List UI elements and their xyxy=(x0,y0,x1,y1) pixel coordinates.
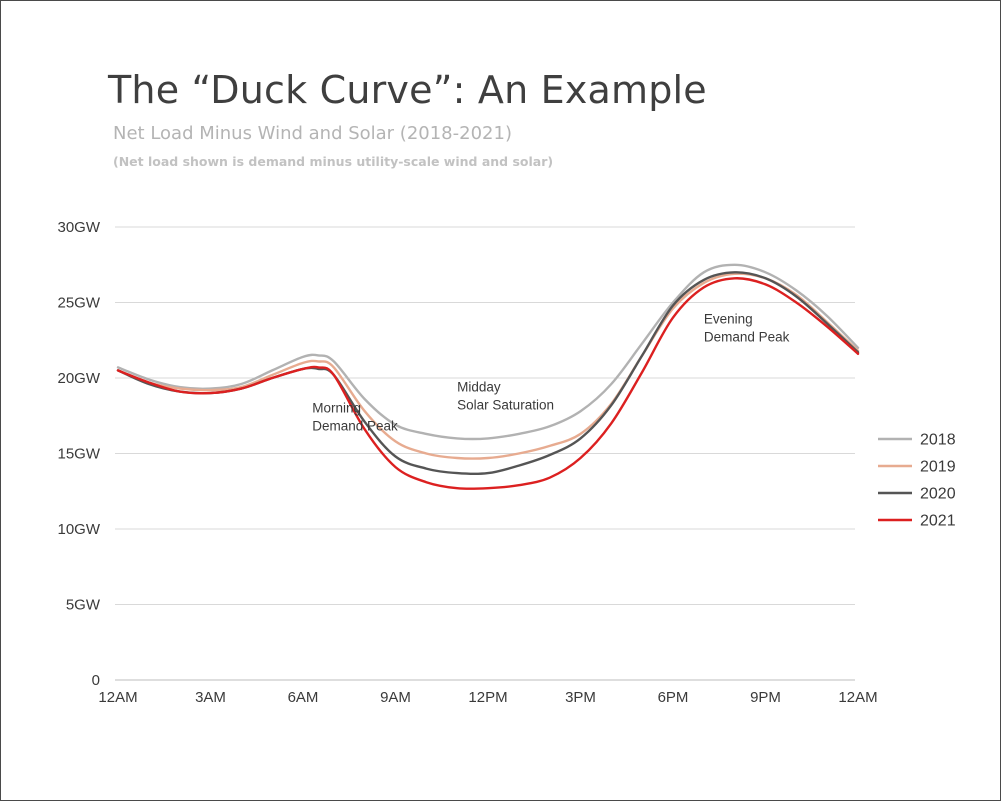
x-tick-label: 9AM xyxy=(380,689,411,706)
annotation-line: Demand Peak xyxy=(312,419,398,434)
x-tick-label: 6AM xyxy=(288,689,319,706)
y-tick-label: 20GW xyxy=(57,370,100,387)
legend-label-2018: 2018 xyxy=(920,432,956,449)
annotation-label: Evening Demand Peak xyxy=(704,312,790,345)
x-tick-label: 12AM xyxy=(98,689,137,706)
annotation-line: Solar Saturation xyxy=(457,398,554,413)
annotation-line: Demand Peak xyxy=(704,330,790,345)
y-tick-label: 25GW xyxy=(57,295,100,312)
x-tick-label: 12PM xyxy=(468,689,507,706)
chart-subtitle: Net Load Minus Wind and Solar (2018-2021… xyxy=(113,123,512,144)
y-tick-label: 30GW xyxy=(57,219,100,236)
annotation-label: Morning Demand Peak xyxy=(312,401,398,434)
x-tick-label: 12AM xyxy=(838,689,877,706)
y-tick-label: 15GW xyxy=(57,446,100,463)
chart-note: (Net load shown is demand minus utility-… xyxy=(113,154,554,169)
y-tick-label: 10GW xyxy=(57,521,100,538)
annotation-label: Midday Solar Saturation xyxy=(457,380,554,413)
x-tick-label: 3PM xyxy=(565,689,596,706)
y-tick-label: 0 xyxy=(92,672,100,689)
x-tick-label: 3AM xyxy=(195,689,226,706)
series-line-2018 xyxy=(116,263,860,441)
annotation-line: Morning xyxy=(312,401,361,416)
annotation-line: Evening xyxy=(704,312,753,327)
legend-label-2020: 2020 xyxy=(920,486,956,503)
y-tick-label: 5GW xyxy=(66,597,101,614)
series-line-2021 xyxy=(116,277,860,490)
x-tick-label: 9PM xyxy=(750,689,781,706)
chart-title: The “Duck Curve”: An Example xyxy=(108,68,707,112)
series-line-2019 xyxy=(116,272,860,460)
annotation-line: Midday xyxy=(457,380,501,395)
legend-label-2019: 2019 xyxy=(920,459,956,476)
x-tick-label: 6PM xyxy=(658,689,689,706)
legend-label-2021: 2021 xyxy=(920,513,956,530)
